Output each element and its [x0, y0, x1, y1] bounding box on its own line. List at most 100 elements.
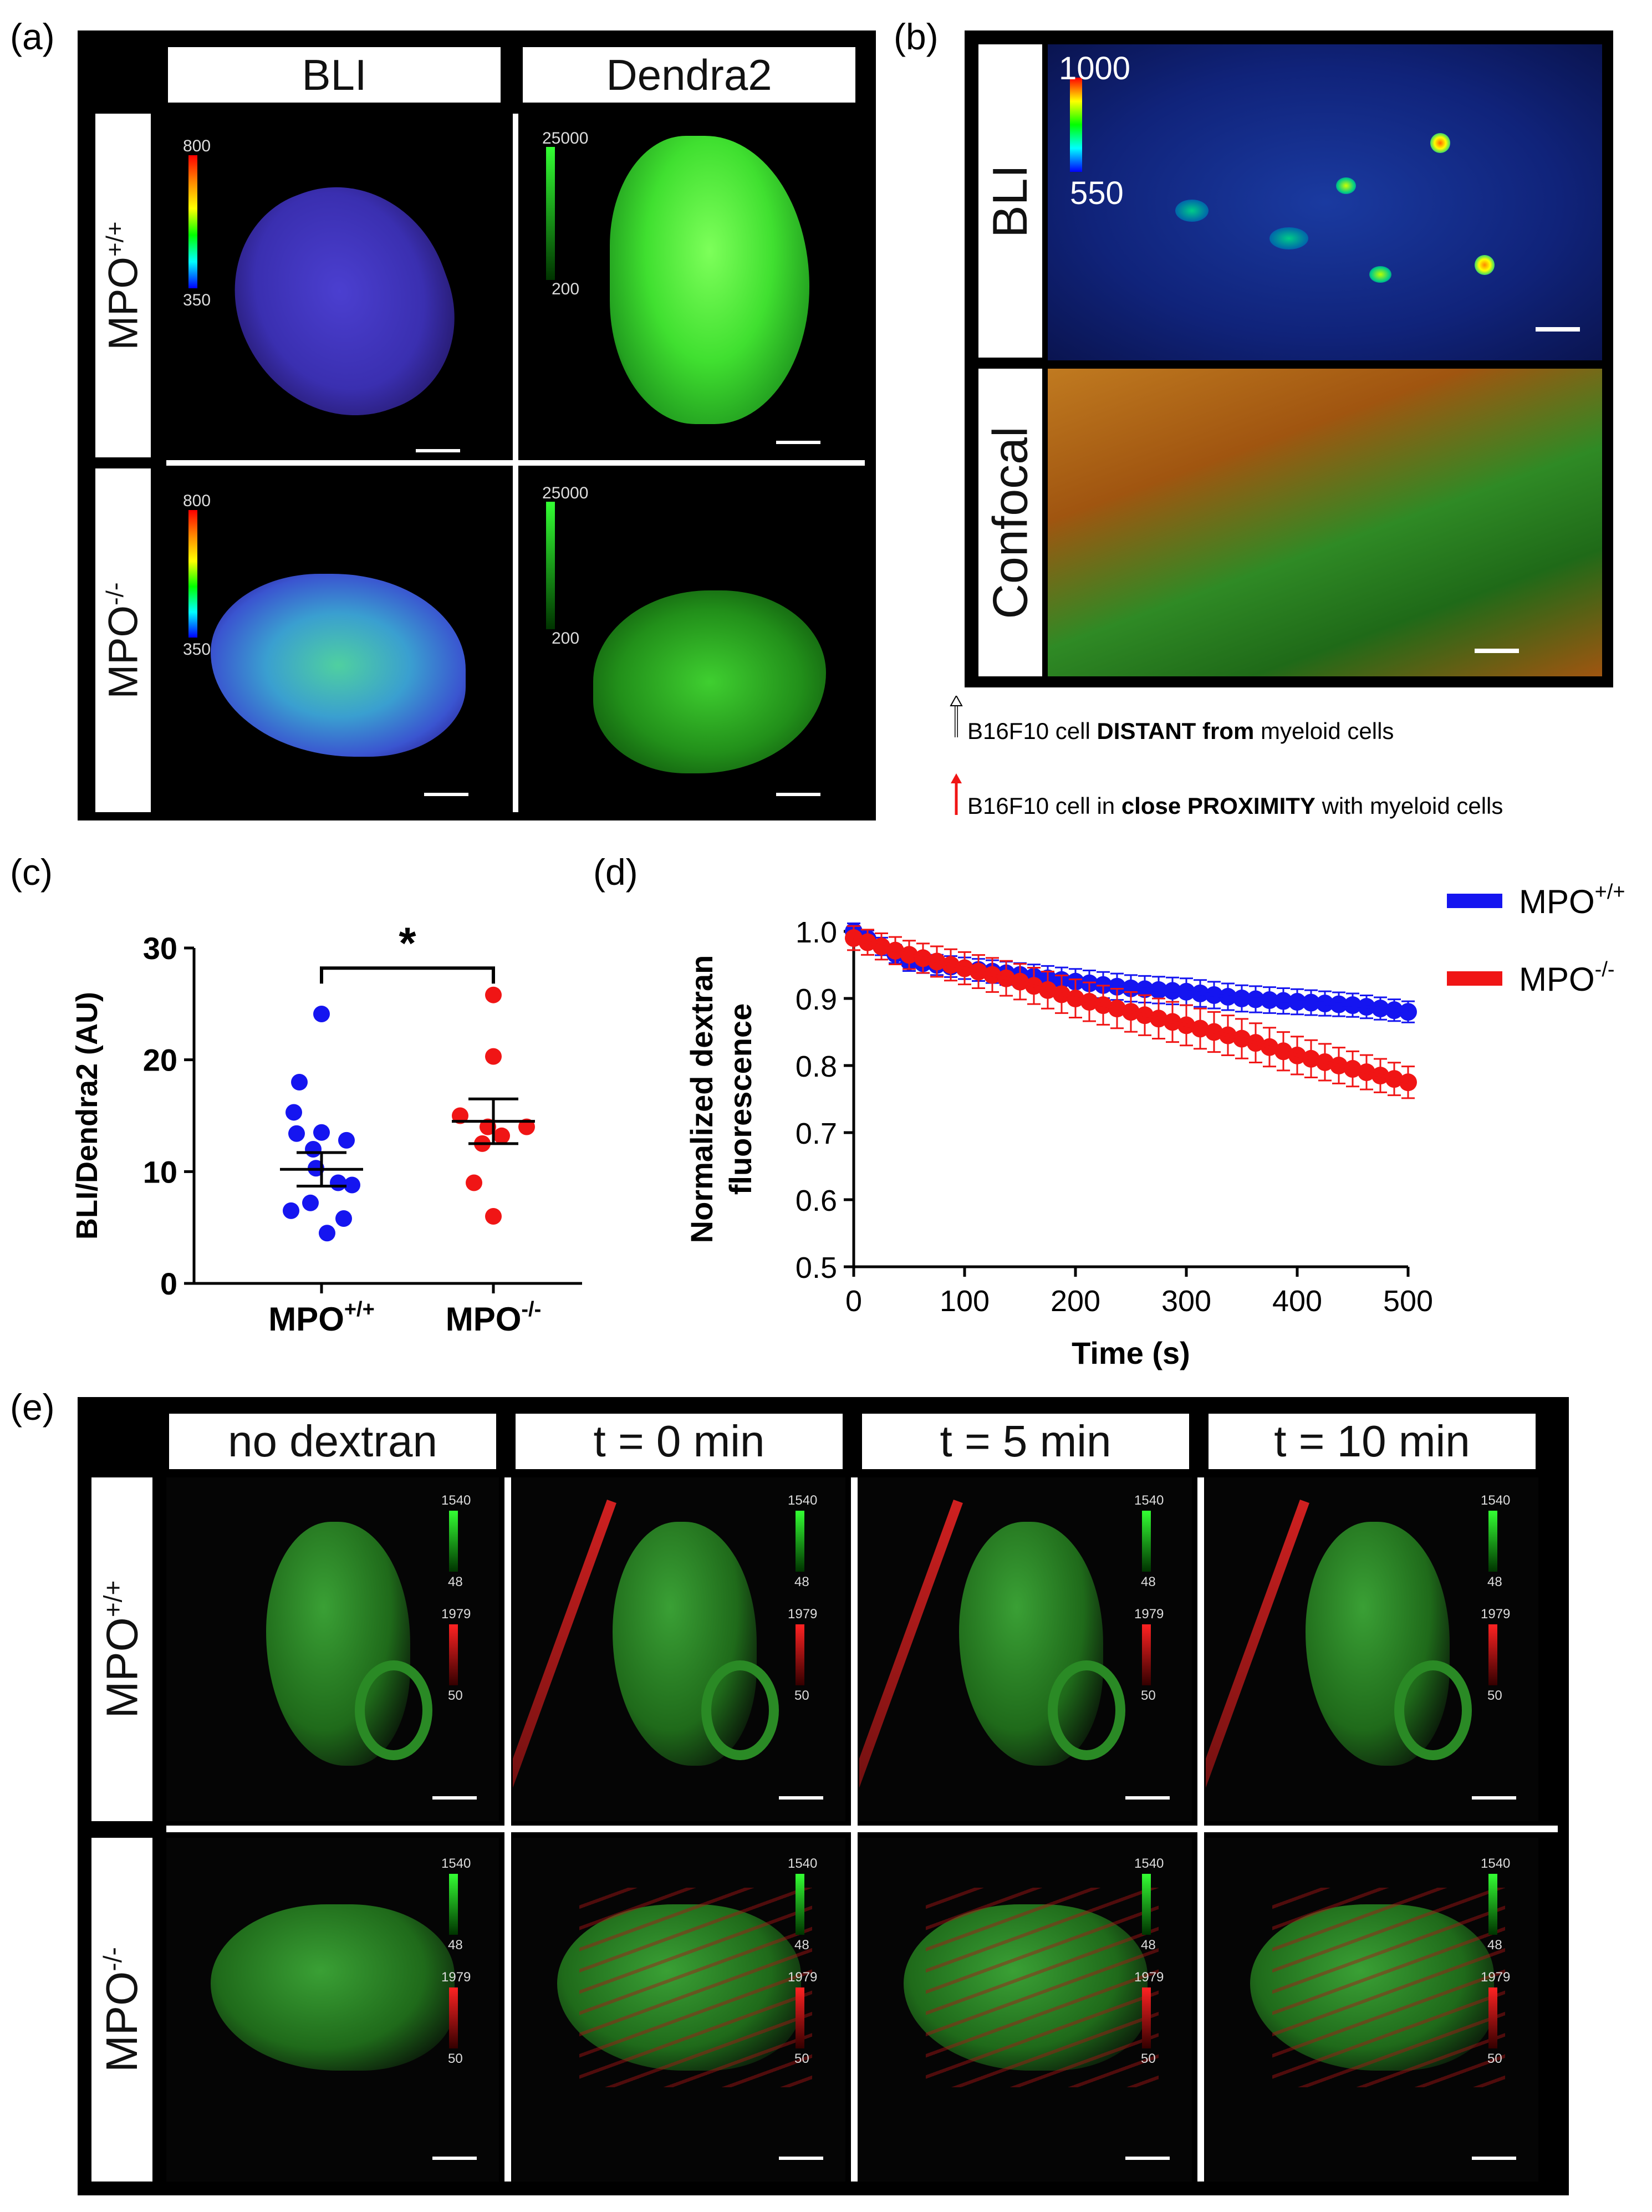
data-point — [330, 1174, 346, 1191]
green-scale-max: 1540 — [1134, 1493, 1164, 1508]
x-tick-label: 500 — [1383, 1285, 1433, 1318]
red-scale-min: 50 — [1487, 1688, 1502, 1703]
data-point — [285, 1104, 302, 1121]
green-scale-min: 48 — [1487, 1938, 1502, 1953]
data-point — [305, 1141, 322, 1158]
dendra-scale-max: 25000 — [542, 484, 589, 502]
green-scale-min: 48 — [1141, 1938, 1156, 1953]
bli-scale-max: 800 — [183, 137, 211, 155]
panel-e-vertical-divider-0 — [504, 1477, 511, 2182]
data-point — [344, 1176, 360, 1194]
green-scale-max: 1540 — [441, 1493, 471, 1508]
significance-bracket — [320, 966, 495, 984]
panel-e-header-3: t = 10 min — [1209, 1414, 1536, 1469]
bli-b-scale-max: 1000 — [1059, 50, 1131, 86]
data-point — [313, 1124, 330, 1141]
x-axis-label: Time (s) — [1072, 1336, 1190, 1370]
panel-e-header-0: no dextran — [169, 1414, 496, 1469]
red-scale-max: 1979 — [788, 1970, 818, 1985]
panel-e-header-1: t = 0 min — [516, 1414, 843, 1469]
x-tick-label: 100 — [940, 1285, 990, 1318]
white-arrow-legend-icon — [950, 696, 963, 737]
data-point — [845, 929, 863, 947]
panel-e-row-label-ko: MPO-/- — [91, 1838, 152, 2182]
data-point — [338, 1132, 355, 1149]
y-tick-label: 0.7 — [796, 1117, 837, 1150]
bli-scale-min: 350 — [183, 640, 211, 659]
panel-b-row-label-confocal: Confocal — [978, 369, 1042, 676]
data-point — [319, 1225, 335, 1242]
dendra2-image-ko: 25000 200 — [521, 468, 865, 812]
scale-bar — [1472, 1796, 1516, 1800]
dendra-scale-min: 200 — [552, 629, 580, 648]
panel-a-row-label-ko: MPO-/- — [95, 468, 151, 812]
panel-e-row-label-wt: MPO+/+ — [91, 1477, 152, 1821]
data-point — [485, 1208, 502, 1225]
data-point — [452, 1107, 468, 1124]
data-point — [485, 986, 502, 1003]
y-tick-label: 30 — [143, 931, 177, 966]
data-point — [518, 1118, 535, 1135]
red-arrow-legend-icon — [951, 773, 962, 815]
red-scale-min: 50 — [448, 1688, 463, 1703]
legend-distant: B16F10 cell DISTANT from myeloid cells — [967, 718, 1394, 744]
green-scale-min: 48 — [448, 1574, 463, 1589]
scale-bar — [432, 2157, 477, 2160]
y-axis-label: fluorescence — [723, 1003, 758, 1195]
y-tick-label: 0.8 — [796, 1050, 837, 1083]
panel-e-image-r1-c3: 1540 48 1979 50 — [1206, 1838, 1538, 2182]
panel-e-image-r0-c0: 1540 48 1979 50 — [166, 1477, 499, 1821]
red-scale-max: 1979 — [441, 1607, 471, 1622]
panel-e-image-r1-c0: 1540 48 1979 50 — [166, 1838, 499, 2182]
data-point — [302, 1194, 319, 1211]
data-point — [493, 1127, 510, 1144]
green-scale-min: 48 — [1487, 1574, 1502, 1589]
scale-bar — [779, 1796, 823, 1800]
red-scale-min: 50 — [794, 1688, 809, 1703]
dendra-scale-min: 200 — [552, 280, 580, 298]
x-tick-label: 0 — [845, 1285, 862, 1318]
panel-e-vertical-divider-1 — [851, 1477, 858, 2182]
x-tick-label: 400 — [1272, 1285, 1322, 1318]
panel-c-label: (c) — [10, 852, 53, 893]
green-scale-min: 48 — [794, 1938, 809, 1953]
red-scale-max: 1979 — [1134, 1607, 1164, 1622]
panel-b-label: (b) — [894, 16, 939, 57]
y-tick-label: 10 — [143, 1154, 177, 1189]
data-point — [283, 1202, 299, 1219]
line-chart-d: 0.5 0.6 0.7 0.8 0.9 1.0 0 100 200 300 400 500 Time (… — [684, 880, 1625, 1370]
confocal-microscopy-image — [1048, 369, 1602, 676]
y-tick-label: 0 — [160, 1266, 177, 1301]
green-scale-min: 48 — [1141, 1574, 1156, 1589]
legend-label: MPO+/+ — [1519, 880, 1625, 920]
y-axis-label: Normalized dextran — [684, 955, 719, 1243]
data-point — [485, 1048, 502, 1065]
green-scale-max: 1540 — [1481, 1856, 1511, 1871]
red-scale-min: 50 — [1141, 2051, 1156, 2066]
panel-e-image-r0-c1: 1540 48 1979 50 — [513, 1477, 845, 1821]
green-scale-max: 1540 — [788, 1856, 818, 1871]
y-tick-label: 1.0 — [796, 916, 837, 949]
red-scale-min: 50 — [448, 2051, 463, 2066]
scale-bar — [1475, 649, 1519, 653]
bli-scale-min: 350 — [183, 291, 211, 309]
green-scale-max: 1540 — [1481, 1493, 1511, 1508]
panel-a-header-dendra2: Dendra2 — [523, 47, 855, 103]
red-scale-max: 1979 — [788, 1607, 818, 1622]
panel-e-image-r1-c2: 1540 48 1979 50 — [859, 1838, 1192, 2182]
green-scale-max: 1540 — [788, 1493, 818, 1508]
panel-e-image-r0-c2: 1540 48 1979 50 — [859, 1477, 1192, 1821]
bli-image-wt: 800 350 — [166, 114, 510, 457]
bli-scale-max: 800 — [183, 492, 211, 510]
red-scale-max: 1979 — [1134, 1970, 1164, 1985]
red-scale-min: 50 — [794, 2051, 809, 2066]
significance-star: * — [399, 918, 416, 967]
scale-bar — [1125, 2157, 1170, 2160]
bli-microscopy-image: 1000 550 — [1048, 44, 1602, 360]
panel-a-vertical-divider — [513, 114, 518, 812]
panel-a-header-bli: BLI — [168, 47, 501, 103]
scale-bar — [432, 1796, 477, 1800]
green-scale-min: 48 — [448, 1938, 463, 1953]
red-scale-min: 50 — [1487, 2051, 1502, 2066]
scale-bar — [1472, 2157, 1516, 2160]
